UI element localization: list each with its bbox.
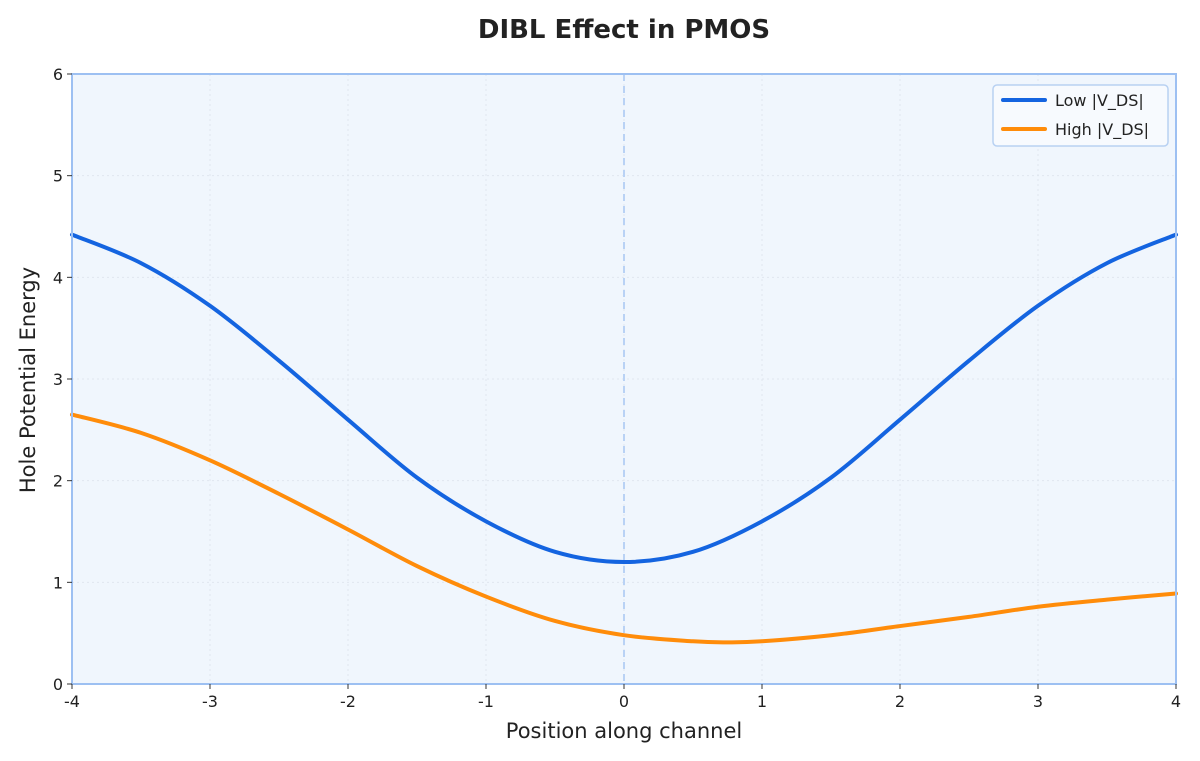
x-ticks: -4 -3 -2 -1 0 1 2 3 4	[64, 692, 1181, 711]
x-tick-label: 1	[757, 692, 767, 711]
legend-label-low-vds: Low |V_DS|	[1055, 91, 1144, 111]
y-ticks: 0 1 2 3 4 5 6	[53, 65, 63, 694]
x-tick-label: 3	[1033, 692, 1043, 711]
ticks	[67, 73, 1177, 689]
x-tick-label: 4	[1171, 692, 1181, 711]
series-line-low-vds	[70, 232, 1178, 564]
y-tick-label: 4	[53, 268, 63, 287]
x-tick-label: -2	[340, 692, 356, 711]
x-tick-label: -1	[478, 692, 494, 711]
series-line-high-vds	[70, 412, 1178, 645]
x-tick-label: -4	[64, 692, 80, 711]
y-tick-label: 6	[53, 65, 63, 84]
y-tick-label: 0	[53, 675, 63, 694]
series-layer	[70, 232, 1178, 645]
y-tick-label: 3	[53, 370, 63, 389]
y-axis-label: Hole Potential Energy	[16, 267, 40, 493]
legend-label-high-vds: High |V_DS|	[1055, 120, 1149, 140]
x-tick-label: 0	[619, 692, 629, 711]
x-axis-label: Position along channel	[506, 719, 742, 743]
x-tick-label: -3	[202, 692, 218, 711]
y-tick-label: 2	[53, 472, 63, 491]
legend: Low |V_DS| High |V_DS|	[992, 84, 1169, 147]
x-tick-label: 2	[895, 692, 905, 711]
y-tick-label: 5	[53, 167, 63, 186]
chart-title: DIBL Effect in PMOS	[478, 15, 770, 45]
y-tick-label: 1	[53, 573, 63, 592]
